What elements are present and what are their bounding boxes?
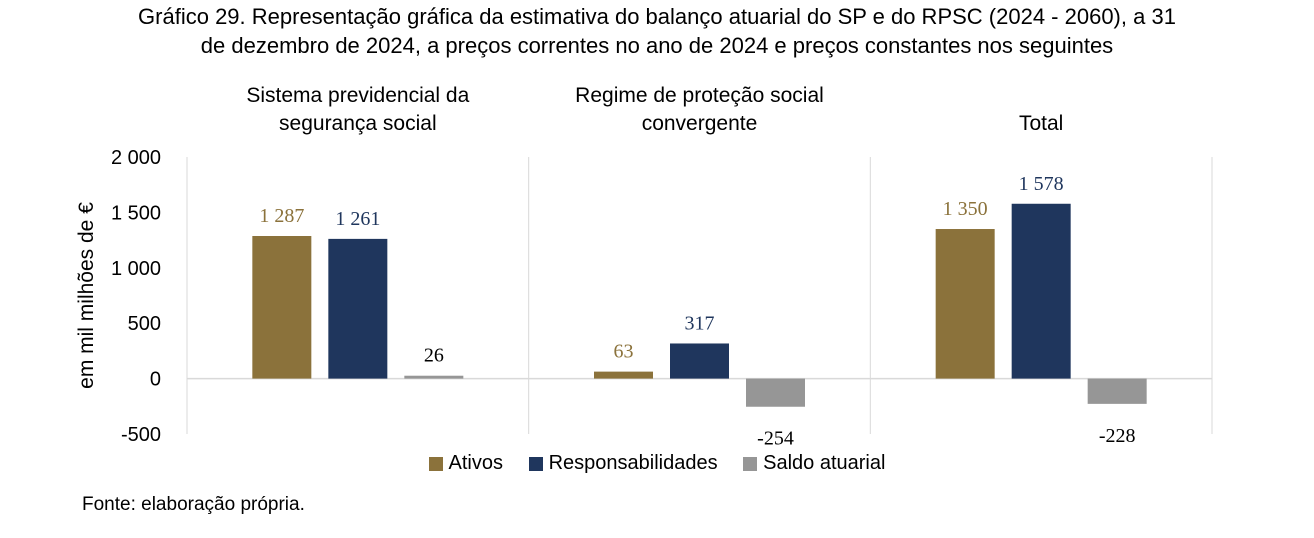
category-label: Sistema previdencial da [246,84,469,107]
category-label: Regime de proteção social [575,84,824,107]
data-label: -254 [757,428,794,450]
bar [746,378,805,407]
source-note: Fonte: elaboração própria. [82,494,305,515]
y-tick-label: 1 000 [111,258,161,280]
data-label: 63 [614,341,634,363]
bar [1087,378,1147,404]
y-tick-label: 2 000 [111,147,161,169]
category-label: convergente [642,112,758,135]
data-label: 26 [424,345,444,367]
data-label: 317 [685,312,715,334]
bar [935,229,995,379]
y-tick-label: 0 [150,369,161,391]
bar [1011,203,1071,379]
legend-swatch-saldo-atuarial [743,456,758,471]
bar [252,236,312,379]
bar [404,375,464,379]
legend-swatch-responsabilidades [528,456,543,471]
legend-item-ativos: Ativos [428,452,503,475]
chart-title-line-1: Gráfico 29. Representação gráfica da est… [138,4,1176,29]
bar-chart: -500 0 500 1 000 1 500 2 000 em mil milhões de… [75,84,1213,450]
data-label: 1 350 [943,198,988,220]
chart-title: Gráfico 29. Representação gráfica da est… [0,2,1314,60]
y-axis-label: em mil milhões de € [75,202,98,389]
chart-legend: Ativos Responsabilidades Saldo atuarial [0,452,1314,477]
legend-item-responsabilidades: Responsabilidades [528,452,718,475]
category-label: segurança social [279,112,437,135]
bar [670,343,729,379]
y-tick-label: 500 [128,313,161,335]
legend-label-saldo-atuarial: Saldo atuarial [763,452,886,474]
y-tick-label: 1 500 [111,202,161,224]
data-label: 1 287 [259,205,304,227]
bar [594,371,653,379]
data-label: 1 261 [335,208,380,230]
legend-label-responsabilidades: Responsabilidades [548,452,718,474]
y-tick-label: -500 [121,424,161,446]
data-label: -228 [1099,425,1136,447]
chart-title-line-2: de dezembro de 2024, a preços correntes … [200,33,1114,58]
category-label: Total [1019,112,1063,135]
legend-swatch-ativos [428,456,443,471]
legend-label-ativos: Ativos [448,452,503,474]
data-label: 1 578 [1019,173,1064,195]
bar [328,238,388,379]
legend-item-saldo-atuarial: Saldo atuarial [743,452,885,475]
